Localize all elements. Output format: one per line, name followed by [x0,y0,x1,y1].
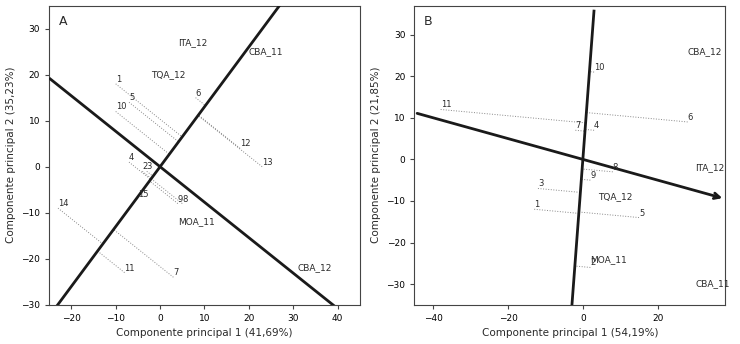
Text: 5: 5 [639,208,645,217]
Text: 5: 5 [129,93,134,102]
Text: 7: 7 [173,268,179,277]
Text: 3: 3 [538,180,543,189]
Y-axis label: Componente principal 2 (35,23%): Componente principal 2 (35,23%) [6,67,16,244]
Text: 2: 2 [142,162,147,171]
Text: CBA_12: CBA_12 [687,47,722,56]
Text: 3: 3 [147,162,152,171]
Text: 11: 11 [440,100,451,109]
Text: 4: 4 [129,153,134,162]
Text: CBA_11: CBA_11 [695,280,730,289]
Text: CBA_11: CBA_11 [249,47,283,56]
Text: 6: 6 [687,113,693,122]
X-axis label: Componente principal 1 (54,19%): Componente principal 1 (54,19%) [482,329,658,338]
Text: 1: 1 [534,200,539,209]
Text: 2: 2 [591,258,596,267]
Text: 4: 4 [594,121,599,130]
Text: TQA_12: TQA_12 [151,70,186,79]
Text: 13: 13 [262,158,273,167]
Text: CBA_12: CBA_12 [297,264,332,272]
Text: MOA_11: MOA_11 [178,217,215,226]
Y-axis label: Componente principal 2 (21,85%): Componente principal 2 (21,85%) [371,67,381,244]
Text: 1: 1 [115,75,121,84]
Text: 8: 8 [613,163,618,172]
Text: 15: 15 [138,190,149,199]
Text: 7: 7 [576,121,581,130]
Text: ITA_12: ITA_12 [178,38,207,47]
Text: 10: 10 [594,63,605,72]
Text: 10: 10 [115,103,127,111]
Text: MOA_11: MOA_11 [591,255,627,264]
Text: 14: 14 [58,199,69,208]
Text: 12: 12 [240,139,250,148]
Text: 8: 8 [182,195,188,204]
Text: 9: 9 [591,171,596,180]
Text: TQA_12: TQA_12 [598,192,632,201]
Text: 9: 9 [178,195,183,204]
Text: B: B [424,14,432,28]
Text: A: A [58,14,67,28]
Text: 6: 6 [195,89,201,98]
X-axis label: Componente principal 1 (41,69%): Componente principal 1 (41,69%) [116,329,293,338]
Text: 11: 11 [124,264,135,273]
Text: ITA_12: ITA_12 [695,163,724,172]
